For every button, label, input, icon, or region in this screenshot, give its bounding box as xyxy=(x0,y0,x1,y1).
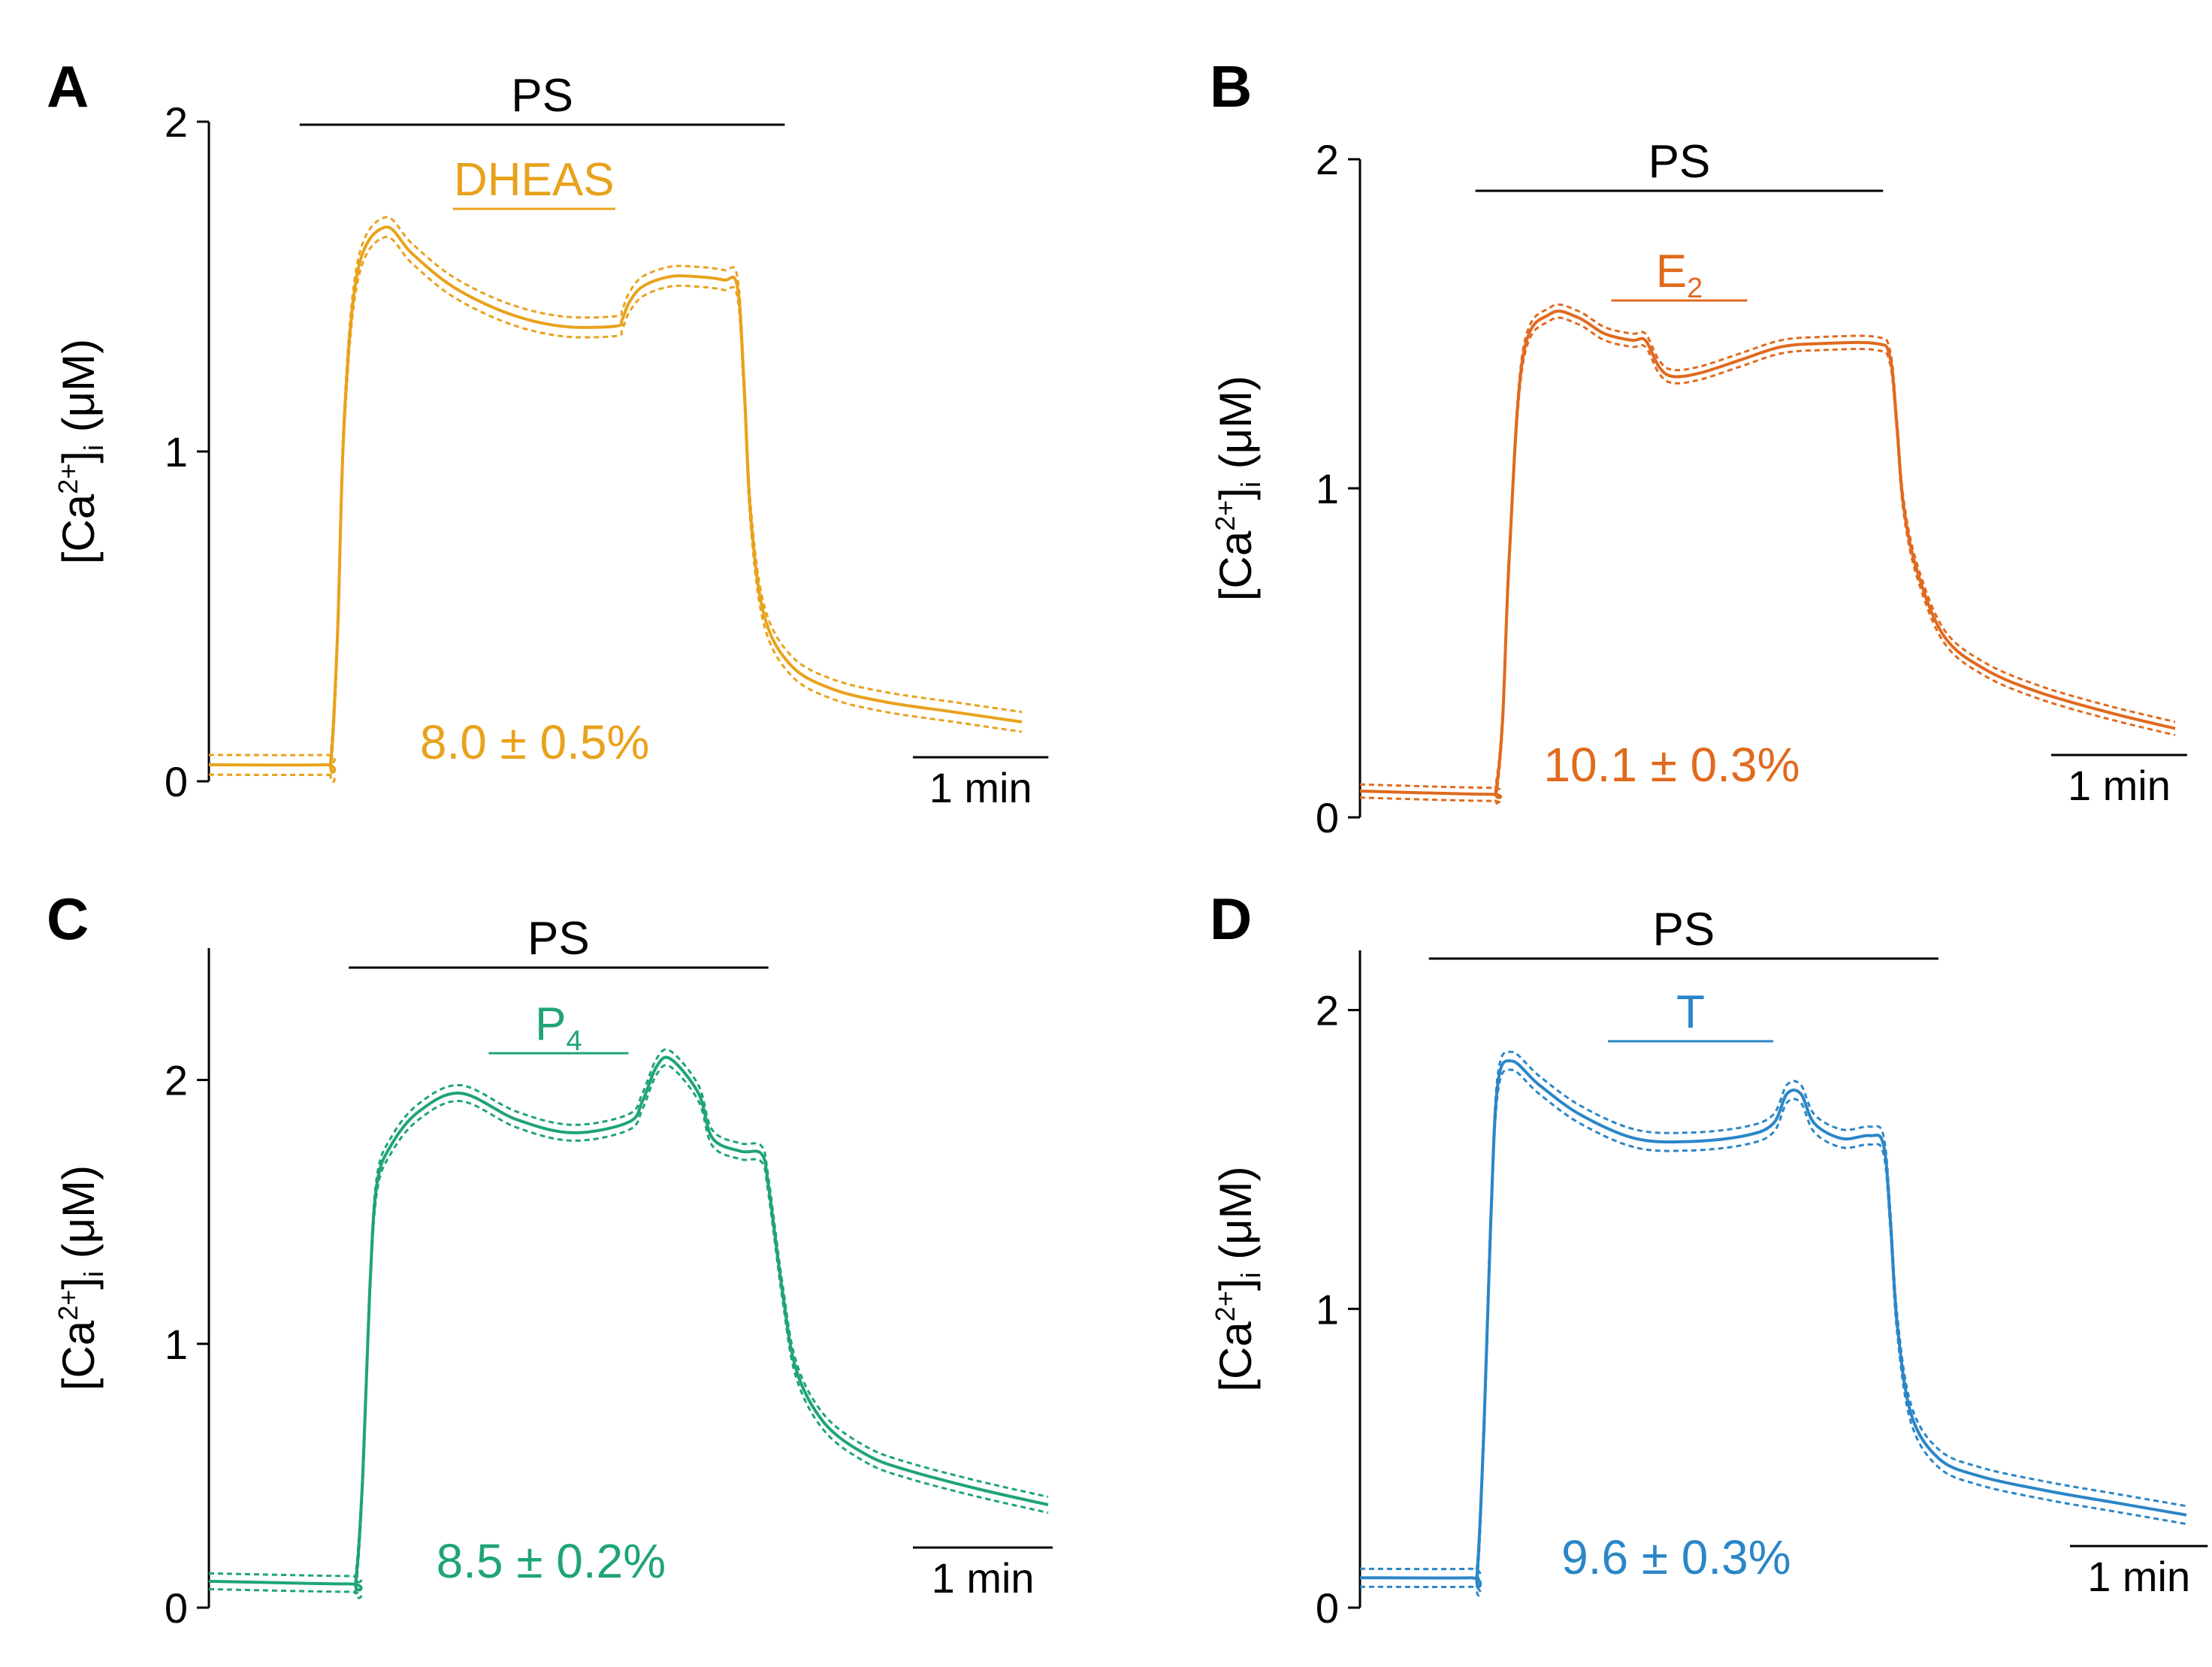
scale-bar-label: 1 min xyxy=(2068,762,2171,809)
ps-bar-label: PS xyxy=(511,70,573,122)
sem-lower-line xyxy=(208,1064,1049,1599)
ps-bar-label: PS xyxy=(1652,904,1715,956)
y-tick-label: 1 xyxy=(1316,465,1339,512)
sem-upper-line xyxy=(1359,303,2176,793)
panel-letter-b: B xyxy=(1210,53,1252,119)
sem-upper-line xyxy=(1359,1050,2187,1579)
panel-letter-d: D xyxy=(1210,886,1252,952)
scale-bar-label: 1 min xyxy=(2087,1553,2190,1600)
scale-bar-label: 1 min xyxy=(929,764,1032,811)
percent-annotation: 10.1 ± 0.3% xyxy=(1543,738,1800,792)
treatment-bar-label: P4 xyxy=(535,998,582,1057)
y-axis-label: [Ca2+]i (μM) xyxy=(1210,1166,1266,1391)
panel-b: B 012[Ca2+]i (μM) PS E2 10.1 ± 0.3% 1 mi… xyxy=(1210,53,2187,841)
panel-letter-a: A xyxy=(47,53,89,119)
panel-c: C 0 1 2 [Ca2+]i (μM) PS P4 8.5 ± 0.2% 1 min xyxy=(47,886,1053,1632)
y-tick-label: 1 xyxy=(165,428,188,476)
y-tick-label: 0 xyxy=(1316,794,1339,841)
scale-bar-label: 1 min xyxy=(932,1554,1035,1602)
mean-trace-line xyxy=(208,1055,1049,1592)
y-tick-label: 2 xyxy=(1316,987,1339,1034)
ps-bar-label: PS xyxy=(527,913,590,965)
panel-d: D 0 1 2 [Ca2+]i (μM) PS T 9.6 ± 0.3% 1 min xyxy=(1210,886,2208,1632)
mean-trace-line xyxy=(208,225,1023,774)
treatment-label-main: E xyxy=(1656,246,1687,297)
treatment-label-subscript: 2 xyxy=(1687,273,1703,304)
y-tick-label: 2 xyxy=(165,1057,188,1104)
y-tick-label: 1 xyxy=(1316,1285,1339,1333)
y-tick-label: 0 xyxy=(165,1584,188,1632)
y-tick-label: 2 xyxy=(1316,136,1339,183)
sem-upper-line xyxy=(208,1048,1049,1584)
sem-lower-line xyxy=(208,236,1023,784)
y-tick-label: 0 xyxy=(1316,1584,1339,1632)
percent-annotation: 8.5 ± 0.2% xyxy=(437,1534,666,1588)
treatment-bar-label: DHEAS xyxy=(454,154,615,206)
y-tick-label: 1 xyxy=(165,1321,188,1368)
y-tick-label: 2 xyxy=(165,98,188,146)
percent-annotation: 9.6 ± 0.3% xyxy=(1561,1530,1791,1584)
treatment-bar-label: E2 xyxy=(1656,246,1703,304)
y-axis-label: [Ca2+]i (μM) xyxy=(53,1165,109,1391)
treatment-label-subscript: 4 xyxy=(567,1025,582,1057)
mean-trace-line xyxy=(1359,310,2176,799)
mean-trace-line xyxy=(1359,1059,2187,1588)
sem-lower-line xyxy=(1359,1068,2187,1597)
treatment-label-main: P xyxy=(535,998,566,1050)
ps-bar-label: PS xyxy=(1648,136,1711,188)
sem-lower-line xyxy=(1359,316,2176,805)
treatment-bar-label: T xyxy=(1676,986,1705,1038)
panel-letter-c: C xyxy=(47,886,89,952)
panel-a: A 0 1 2 [Ca2+]i (μM) PS DHEAS 8.0 ± 0.5% 1 … xyxy=(47,53,1049,811)
percent-annotation: 8.0 ± 0.5% xyxy=(420,715,650,769)
y-tick-label: 0 xyxy=(165,758,188,805)
sem-upper-line xyxy=(208,216,1023,763)
y-axis-label: [Ca2+]i (μM) xyxy=(53,339,109,564)
y-axis-label: [Ca2+]i (μM) xyxy=(1210,376,1266,601)
